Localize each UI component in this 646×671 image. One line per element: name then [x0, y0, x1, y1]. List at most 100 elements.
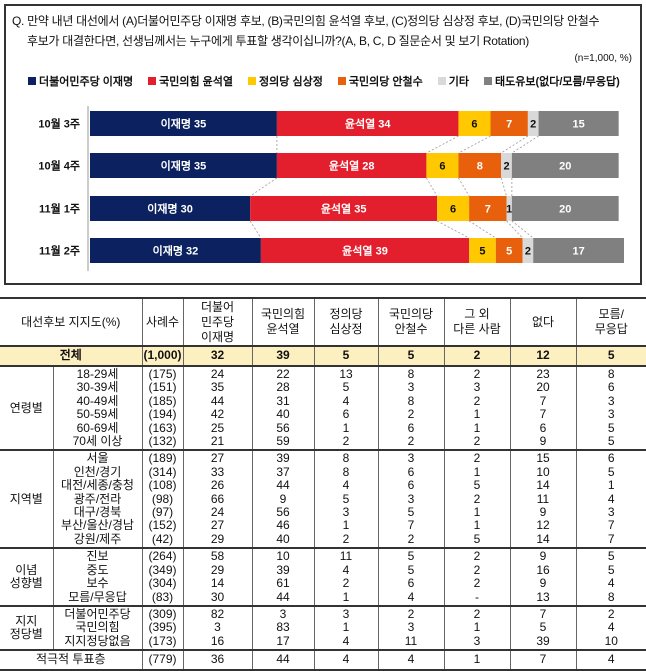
- row-label: 전체: [0, 346, 142, 367]
- value-cell: 7: [509, 650, 576, 671]
- column-header: 그 외 다른 사람: [443, 297, 510, 347]
- value-cell: 12: [509, 346, 576, 367]
- sample-sizes: (175) (151) (185) (194) (163) (132): [141, 366, 183, 452]
- data-label: 이재명 30: [147, 202, 193, 216]
- bar-segment: [495, 238, 523, 263]
- data-label: 20: [559, 161, 571, 173]
- legend-item: 정의당 심상정: [248, 73, 323, 89]
- bar-segment: [511, 153, 619, 178]
- data-label: 2: [530, 119, 536, 131]
- value-cell: 4: [575, 650, 646, 671]
- value-column: 7 5 39: [509, 605, 576, 652]
- row-label: 적극적 투표층: [0, 650, 142, 671]
- legend-swatch: [483, 77, 492, 85]
- bar-segment: [276, 153, 427, 178]
- bar-segment: [506, 196, 512, 221]
- column-header: 정의당 심상정: [313, 297, 378, 347]
- header-row: 대선후보 지지도(%) 사례수 더불어 민주당 이재명 국민의힘 윤석열 정의당 심상정 국민의당…: [0, 297, 646, 347]
- group-label: 이념 성향별: [0, 548, 53, 607]
- column-header: 대선후보 지지도(%): [0, 297, 142, 347]
- data-label: 8: [477, 161, 483, 173]
- sample-sizes: (189) (314) (108) (98) (97) (152) (42): [141, 450, 183, 550]
- total-row: 전체 (1,000) 32 39 5 5 2 12 5: [0, 346, 646, 367]
- value-column: 58 29 14 30: [182, 548, 252, 607]
- group-label: 연령별: [0, 366, 53, 452]
- data-label: 2: [503, 161, 509, 173]
- connector-line: [511, 135, 539, 154]
- bar-segment: [522, 238, 534, 263]
- value-cell: 2: [443, 346, 510, 367]
- group-row: 연령별 18-29세 30-39세 40-49세 50-59세 60-69세 70세 이상(…: [0, 366, 646, 452]
- data-label: 2: [525, 246, 531, 258]
- data-label: 이재명 35: [161, 159, 207, 173]
- bar-segment: [260, 238, 470, 263]
- value-column: 2 3 11: [377, 605, 444, 652]
- legend-item: 기타: [437, 73, 469, 89]
- data-label: 6: [471, 119, 477, 131]
- bar-segment: [533, 238, 624, 263]
- data-label: 5: [479, 246, 485, 258]
- connector-line: [426, 135, 459, 154]
- category-label: 11월 1주: [39, 202, 80, 216]
- bar-segment: [490, 111, 528, 136]
- category-label: 10월 4주: [38, 159, 80, 173]
- column-header: 사례수: [141, 297, 183, 347]
- sample-note: (n=1,000, %): [574, 53, 632, 64]
- value-cell: 32: [182, 346, 252, 367]
- data-label: 7: [506, 119, 512, 131]
- legend-swatch: [337, 77, 346, 85]
- connector-line: [511, 220, 534, 239]
- value-column: 27 33 26 66 24 27 29: [182, 450, 252, 550]
- bar-segment: [90, 196, 251, 221]
- legend-label: 국민의당 안철수: [348, 76, 423, 88]
- group-row: 지역별 서울 인천/경기 대전/세종/충청 광주/전라 대구/경북 부산/울산/경남 강원/제…: [0, 450, 646, 550]
- bar-segment: [538, 111, 619, 136]
- question-line-1: Q. 만약 내년 대선에서 (A)더불어민주당 이재명 후보, (B)국민의힘 …: [12, 14, 600, 28]
- connector-line: [458, 177, 470, 197]
- bar-segment: [437, 196, 470, 221]
- connector-line: [249, 177, 278, 197]
- sample-size: (1,000): [141, 346, 183, 367]
- chart-legend: 더불어민주당 이재명 국민의힘 윤석열 정의당 심상정 국민의당 안철수 기타 태도유보(…: [28, 73, 620, 89]
- value-column: 13 5 4 6 1 2: [313, 366, 378, 452]
- bar-segment: [501, 153, 512, 178]
- data-label: 1: [506, 204, 512, 216]
- bar-segment: [426, 153, 459, 178]
- legend-swatch: [248, 77, 257, 85]
- bar-segment: [458, 111, 491, 136]
- data-label: 이재명 35: [161, 117, 207, 131]
- connector-line: [249, 220, 262, 239]
- value-column: 39 37 44 9 56 46 40: [251, 450, 314, 550]
- value-column: 22 28 31 40 56 59: [251, 366, 314, 452]
- column-header: 없다: [509, 297, 576, 347]
- value-cell: 36: [182, 650, 252, 671]
- bar-segment: [469, 196, 507, 221]
- value-column: 10 39 61 44: [251, 548, 314, 607]
- bar-segment: [90, 153, 277, 178]
- legend-swatch: [437, 77, 446, 85]
- legend-item: 더불어민주당 이재명: [28, 73, 133, 89]
- category-label: 11월 2주: [39, 244, 80, 258]
- sample-sizes: (309) (395) (173): [141, 605, 183, 652]
- sample-size: (779): [141, 650, 183, 671]
- subgroup-labels: 18-29세 30-39세 40-49세 50-59세 60-69세 70세 이상: [52, 366, 142, 452]
- connector-line: [506, 220, 523, 239]
- value-column: 15 10 14 11 9 12 14: [509, 450, 576, 550]
- bar-segment: [90, 111, 277, 136]
- value-column: 3 83 17: [251, 605, 314, 652]
- value-cell: 4: [377, 650, 444, 671]
- group-row: 지지 정당별 더불어민주당 국민의힘 지지정당없음 (309) (395) (173) 82 3 1…: [0, 605, 646, 652]
- subgroup-labels: 진보 중도 보수 모름/무응답: [52, 548, 142, 607]
- legend-label: 국민의힘 윤석열: [159, 76, 234, 88]
- data-label: 윤석열 28: [329, 159, 375, 173]
- value-cell: 4: [313, 650, 378, 671]
